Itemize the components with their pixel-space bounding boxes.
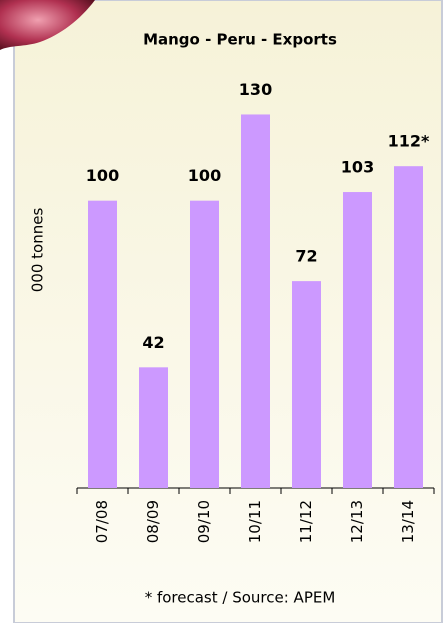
bar [241,114,270,488]
bar [190,201,219,488]
bar [292,281,321,488]
bar [139,367,168,488]
y-axis-label: 000 tonnes [29,208,47,293]
x-tick-label: 08/09 [144,500,162,543]
x-tick-label: 13/14 [399,500,417,543]
panel [14,0,442,623]
x-tick-label: 12/13 [348,500,366,543]
value-label: 100 [188,166,221,185]
bar [343,192,372,488]
bar [394,166,423,488]
value-label: 112* [388,132,430,151]
bar [88,201,117,488]
chart-title: Mango - Peru - Exports [143,31,337,49]
value-label: 103 [341,158,374,177]
footnote: * forecast / Source: APEM [145,589,336,607]
chart: Mango - Peru - Exports 000 tonnes * fore… [0,0,447,623]
value-label: 42 [142,333,164,352]
x-tick-label: 09/10 [195,500,213,543]
x-tick-label: 07/08 [93,500,111,543]
x-tick-label: 10/11 [246,500,264,543]
x-tick-label: 11/12 [297,500,315,543]
value-label: 130 [239,80,272,99]
value-label: 100 [86,166,119,185]
value-label: 72 [295,247,317,266]
